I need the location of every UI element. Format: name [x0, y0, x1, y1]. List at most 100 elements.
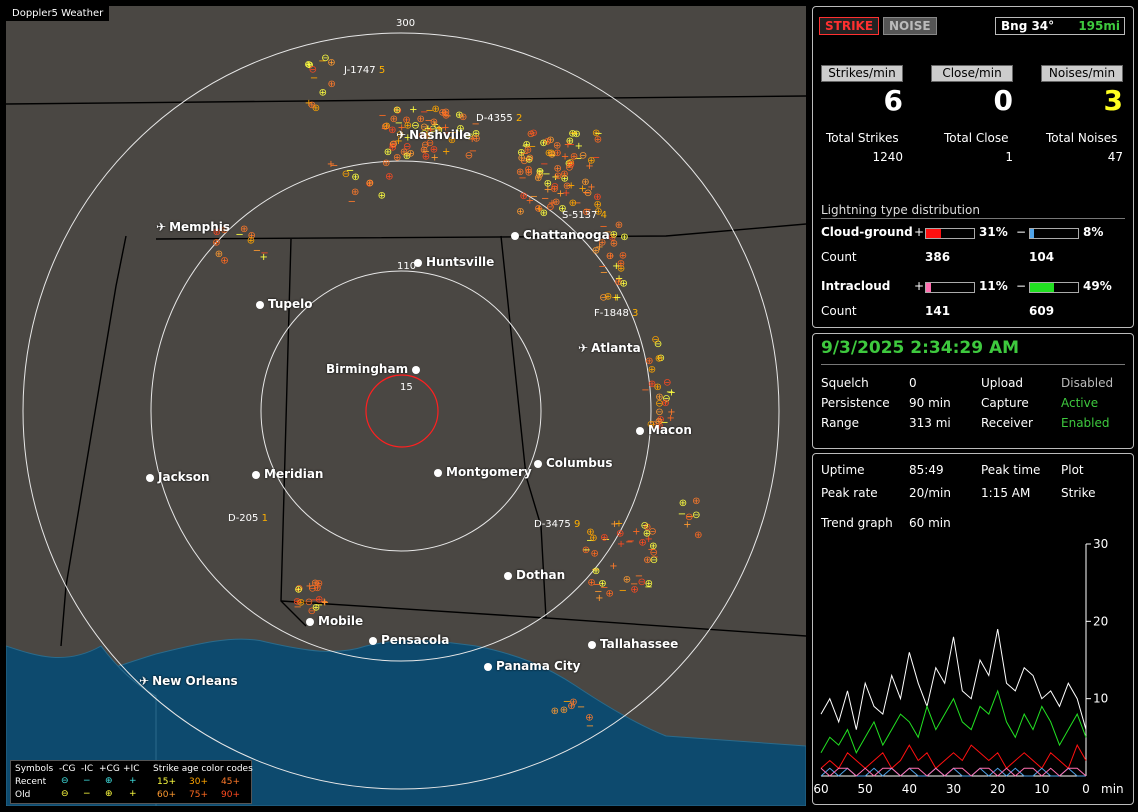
city-new-orleans[interactable]: ✈ New Orleans: [139, 674, 238, 688]
city-meridian[interactable]: Meridian: [252, 467, 323, 481]
strike-marker-icon: ⊕: [351, 172, 359, 183]
strike-marker-icon: −: [582, 188, 590, 199]
storm-cell-j1747[interactable]: J-1747 5: [344, 65, 386, 76]
strike-marker-icon: ⊖: [662, 394, 670, 405]
storm-cell-f1848[interactable]: F-1848 3: [594, 308, 639, 319]
strike-marker-icon: −: [647, 544, 655, 555]
strike-marker-icon: +: [667, 388, 675, 399]
strike-marker-icon: ⊕: [247, 236, 255, 247]
storm-cell-d3475[interactable]: D-3475 9: [534, 519, 581, 530]
strike-marker-icon: −: [425, 106, 433, 117]
city-chattanooga[interactable]: Chattanooga: [511, 228, 610, 242]
upload-status[interactable]: Disabled: [1061, 376, 1114, 390]
intracloud-label: Intracloud: [821, 279, 891, 293]
bearing-value: Bng 34°: [1001, 19, 1055, 33]
strike-toggle-button[interactable]: STRIKE: [819, 17, 880, 35]
airport-icon: ✈: [156, 220, 167, 234]
city-huntsville[interactable]: Huntsville: [414, 255, 494, 269]
strike-marker-icon: ⊕: [568, 129, 576, 140]
city-memphis[interactable]: ✈ Memphis: [156, 220, 230, 234]
city-tallahassee[interactable]: Tallahassee: [588, 637, 678, 651]
x-tick-label: 20: [990, 782, 1005, 796]
strike-marker-icon: ⊕: [692, 496, 700, 507]
strike-marker-icon: ⊖: [551, 182, 559, 193]
trend-graph-window[interactable]: 60 min: [909, 516, 951, 530]
strike-marker-icon: +: [562, 188, 570, 199]
range-value[interactable]: 313 mi: [909, 416, 951, 430]
y-tick-label: 10: [1093, 692, 1108, 706]
city-tupelo[interactable]: Tupelo: [256, 297, 313, 311]
storm-cell-d205[interactable]: D-205 1: [228, 513, 268, 524]
strike-marker-icon: ⊕: [694, 530, 702, 541]
city-nashville[interactable]: ✈ Nashville: [396, 128, 471, 142]
storm-cell-s5137[interactable]: S-5137 4: [562, 210, 607, 221]
city-birmingham[interactable]: Birmingham: [326, 362, 424, 376]
city-dot-icon: [511, 231, 519, 240]
strike-marker-icon: ⊖: [655, 407, 663, 418]
city-mobile[interactable]: Mobile: [306, 614, 363, 628]
strike-marker-icon: ⊕: [534, 173, 542, 184]
strike-marker-icon: ⊖: [663, 377, 671, 388]
strikes-per-min-value: 6: [883, 84, 903, 117]
strike-marker-icon: ⊕: [535, 170, 543, 181]
lightning-map[interactable]: ⊕ ⊖ + ⊕ − ⊖ ⊕ ⊕ ⊕ + ⊖ ⊕ − ⊕ − − ⊕ ⊕ ⊖ − ⊕ + ⊕ ⊖ − ⊕ − + ⊕ ⊕ − ⊕ ⊕ ⊕ + ⊖ ⊕ ⊕ − ⊖…: [6, 6, 806, 806]
strike-marker-icon: ⊕: [617, 264, 625, 275]
strike-marker-icon: ⊕: [404, 121, 412, 132]
strike-marker-icon: ⊖: [421, 140, 429, 151]
plot-value[interactable]: Strike: [1061, 486, 1096, 500]
strike-marker-icon: +: [327, 159, 335, 170]
strike-marker-icon: ⊕: [604, 292, 612, 303]
cg-negative-bar: [1029, 228, 1079, 239]
strike-marker-icon: ⊕: [560, 169, 568, 180]
strike-marker-icon: −: [583, 204, 591, 215]
strike-marker-icon: ⊕: [390, 114, 398, 125]
strike-marker-icon: ⊕: [600, 532, 608, 543]
city-dot-icon: [412, 365, 421, 374]
strike-marker-icon: ⊕: [293, 596, 301, 607]
strike-marker-icon: ⊕: [648, 379, 656, 390]
storm-cell-d4355[interactable]: D-4355 2: [476, 113, 523, 124]
strike-marker-icon: ⊕: [581, 177, 589, 188]
city-columbus[interactable]: Columbus: [534, 456, 613, 470]
strike-marker-icon: −: [678, 509, 686, 520]
strike-marker-icon: ⊕: [524, 164, 532, 175]
strike-marker-icon: ⊕: [382, 121, 390, 132]
strike-marker-icon: ⊕: [518, 153, 526, 164]
strike-marker-icon: ⊕: [516, 167, 524, 178]
capture-status[interactable]: Active: [1061, 396, 1099, 410]
city-panama-city[interactable]: Panama City: [484, 659, 580, 673]
upload-label: Upload: [981, 376, 1024, 390]
strike-marker-icon: ⊕: [315, 579, 323, 590]
strike-marker-icon: ⊖: [465, 150, 473, 161]
strike-marker-icon: −: [573, 198, 581, 209]
strikes-per-min-header[interactable]: Strikes/min: [821, 65, 903, 82]
noises-per-min-header[interactable]: Noises/min: [1041, 65, 1123, 82]
range-label-300: 300: [396, 18, 416, 29]
squelch-value[interactable]: 0: [909, 376, 917, 390]
strike-marker-icon: ⊕: [212, 237, 220, 248]
strike-marker-icon: ⊕: [422, 151, 430, 162]
city-montgomery[interactable]: Montgomery: [434, 465, 532, 479]
city-atlanta[interactable]: ✈ Atlanta: [578, 341, 641, 355]
strike-marker-icon: −: [650, 552, 658, 563]
strike-marker-icon: ⊕: [655, 421, 663, 432]
strike-marker-icon: −: [330, 160, 338, 171]
strike-marker-icon: ⊕: [610, 229, 618, 240]
persistence-value[interactable]: 90 min: [909, 396, 951, 410]
cg-negative-count: 104: [1029, 250, 1055, 264]
state-borders: [6, 95, 806, 647]
city-jackson[interactable]: Jackson: [146, 470, 210, 484]
city-label: Dothan: [516, 568, 566, 582]
city-pensacola[interactable]: Pensacola: [369, 633, 449, 647]
ic-plus-sign: +: [914, 279, 925, 293]
receiver-status[interactable]: Enabled: [1061, 416, 1110, 430]
city-dothan[interactable]: Dothan: [504, 568, 565, 582]
noise-toggle-button[interactable]: NOISE: [883, 17, 937, 35]
strike-marker-icon: ⊕: [400, 147, 408, 158]
city-macon[interactable]: Macon: [636, 423, 692, 437]
uptime-label: Uptime: [821, 463, 865, 477]
strike-marker-icon: −: [260, 248, 268, 259]
strike-marker-icon: +: [567, 180, 575, 191]
strike-marker-icon: +: [683, 519, 691, 530]
close-per-min-header[interactable]: Close/min: [931, 65, 1013, 82]
